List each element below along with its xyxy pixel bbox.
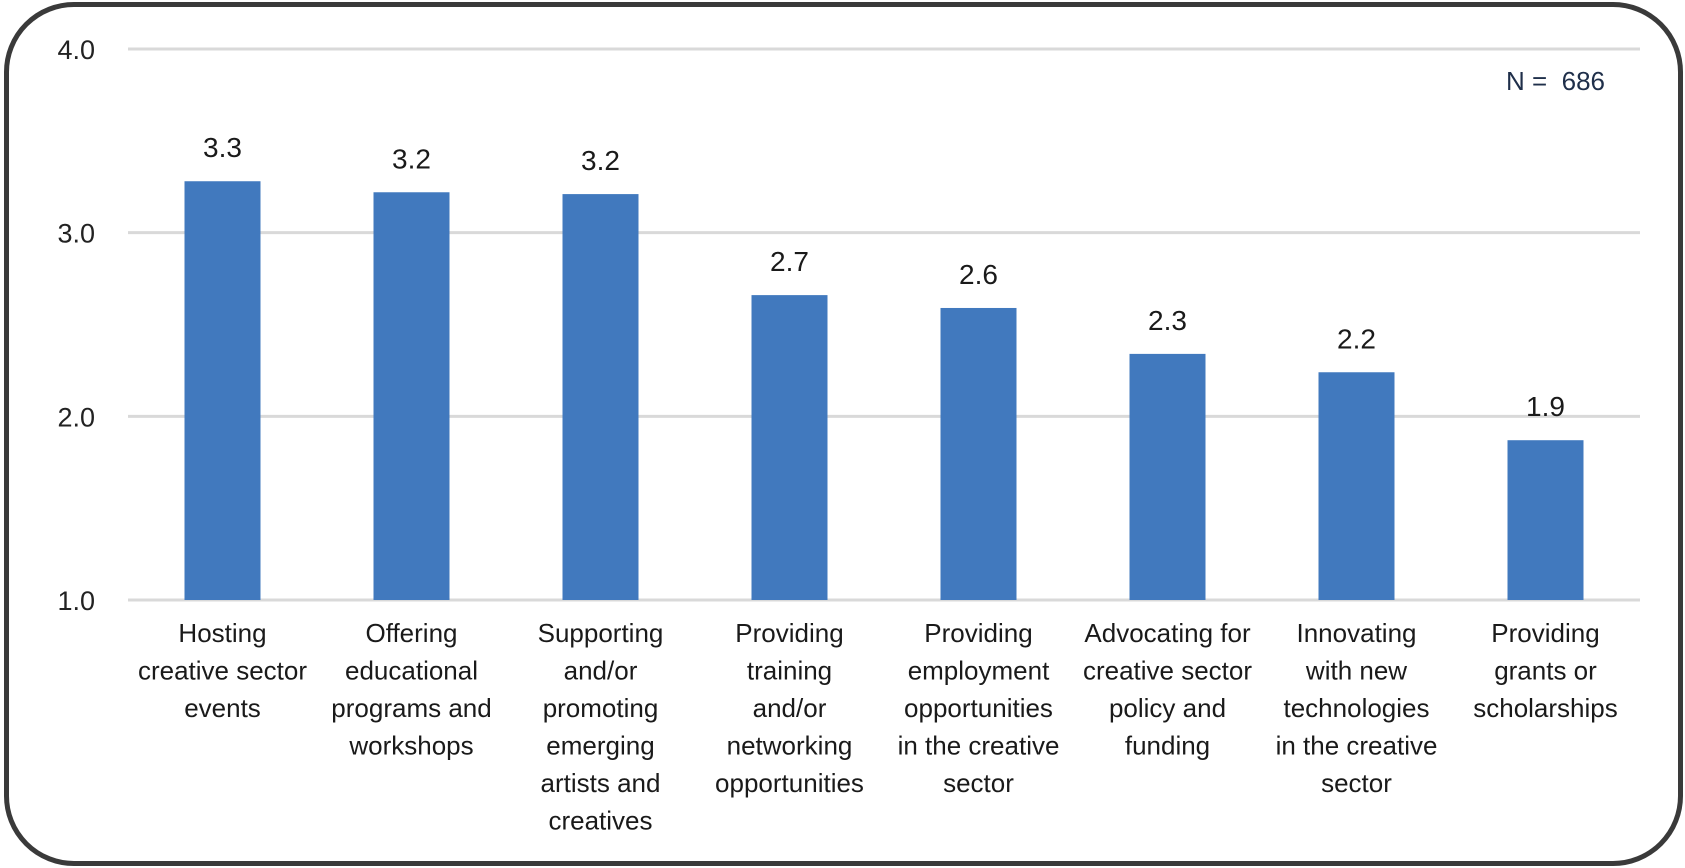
category-label-line: educational (345, 656, 478, 686)
category-label-line: programs and (331, 693, 491, 723)
category-label-line: grants or (1494, 656, 1597, 686)
data-label: 2.6 (959, 259, 998, 290)
data-label: 1.9 (1526, 391, 1565, 422)
category-label-line: policy and (1109, 693, 1226, 723)
category-label-line: creative sector (1083, 656, 1252, 686)
category-label: Providing training and/or networking opportu… (715, 618, 864, 798)
category-label-line: opportunities (904, 693, 1053, 723)
category-label-line: networking (727, 731, 853, 761)
category-label-line: training (747, 656, 832, 686)
category-label-line: Providing (1491, 618, 1599, 648)
category-label-line: Innovating (1297, 618, 1417, 648)
category-label-line: events (184, 693, 261, 723)
data-label: 2.3 (1148, 305, 1187, 336)
bar (373, 192, 450, 600)
category-label-line: Advocating for (1084, 618, 1251, 648)
category-label-line: technologies (1284, 693, 1430, 723)
data-label: 3.2 (392, 143, 431, 174)
category-label-line: in the creative (898, 731, 1060, 761)
category-label-line: creatives (548, 806, 652, 836)
category-label-line: promoting (543, 693, 659, 723)
category-label-line: Offering (365, 618, 457, 648)
category-label-line: with new (1305, 656, 1407, 686)
bar (1318, 372, 1395, 600)
category-label-line: Providing (735, 618, 843, 648)
category-label: Advocating for creative sector policy and f… (1083, 618, 1252, 761)
y-tick-label: 2.0 (57, 402, 95, 432)
category-label-line: sector (943, 768, 1014, 798)
category-label: Providing employment opportunities in the c… (898, 618, 1060, 798)
chart-frame (4, 2, 1683, 866)
category-label-line: scholarships (1473, 693, 1618, 723)
category-label-line: sector (1321, 768, 1392, 798)
category-label-line: and/or (753, 693, 827, 723)
category-label-line: workshops (348, 731, 473, 761)
category-label-line: emerging (546, 731, 654, 761)
category-label-line: employment (908, 656, 1050, 686)
category-label: Providing grants or scholarships (1473, 618, 1618, 723)
category-label-line: Supporting (538, 618, 664, 648)
sample-size-annotation: N = 686 (1506, 66, 1605, 96)
category-label-line: artists and (541, 768, 661, 798)
bar (751, 295, 828, 600)
category-label: Hosting creative sector events (138, 618, 307, 723)
category-label-line: Hosting (178, 618, 266, 648)
category-label: Innovating with new technologies in the cre… (1276, 618, 1438, 798)
y-tick-label: 3.0 (57, 219, 95, 249)
category-label: Supporting and/or promoting emerging artists… (538, 618, 664, 836)
bar (1129, 353, 1206, 600)
category-label-line: Providing (924, 618, 1032, 648)
data-label: 3.2 (581, 145, 620, 176)
data-label: 3.3 (203, 132, 242, 163)
data-label: 2.7 (770, 246, 809, 277)
bar (1507, 440, 1584, 600)
bar (562, 194, 639, 600)
bar (184, 181, 261, 601)
y-tick-label: 4.0 (57, 35, 95, 65)
category-label-line: and/or (564, 656, 638, 686)
y-tick-label: 1.0 (57, 586, 95, 616)
category-label: Offering educational programs and workshops (331, 618, 491, 761)
category-label-line: in the creative (1276, 731, 1438, 761)
category-label-line: creative sector (138, 656, 307, 686)
data-label: 2.2 (1337, 323, 1376, 354)
category-label-line: opportunities (715, 768, 864, 798)
category-label-line: funding (1125, 731, 1210, 761)
bar (940, 307, 1017, 600)
